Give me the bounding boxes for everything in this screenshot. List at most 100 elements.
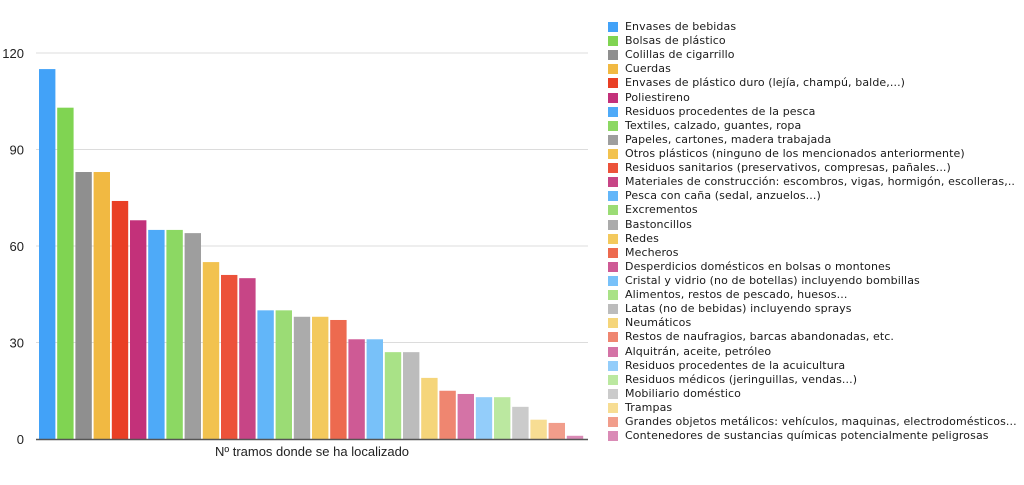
legend-item: Papeles, cartones, madera trabajada [608, 133, 1024, 147]
legend-swatch [608, 304, 618, 315]
legend-label: Bolsas de plástico [625, 34, 726, 48]
legend-label: Bastoncillos [625, 217, 692, 231]
legend-label: Neumáticos [625, 316, 692, 330]
legend-item: Bolsas de plástico [608, 34, 1024, 48]
legend-item: Envases de plástico duro (lejía, champú,… [608, 76, 1024, 90]
bar: Excrementos: 40 [275, 310, 292, 439]
legend-label: Alimentos, restos de pescado, huesos... [625, 288, 848, 302]
bar: Latas (no de bebidas) incluyendo sprays:… [403, 352, 420, 439]
legend-label: Residuos sanitarios (preservativos, comp… [625, 161, 951, 175]
legend-swatch [608, 205, 618, 216]
legend-swatch [608, 388, 618, 399]
legend-swatch [608, 247, 618, 258]
legend-item: Alquitrán, aceite, petróleo [608, 345, 1024, 359]
legend-label: Mobiliario doméstico [625, 386, 741, 400]
legend-item: Restos de naufragios, barcas abandonadas… [608, 330, 1024, 344]
legend-swatch [608, 275, 618, 286]
legend-label: Envases de bebidas [625, 20, 737, 33]
bar: Mobiliario doméstico: 10 [512, 406, 529, 439]
legend-item: Envases de bebidas [608, 20, 1024, 34]
legend-label: Latas (no de bebidas) incluyendo sprays [625, 302, 852, 316]
bar: Envases de plástico duro (lejía, champú,… [111, 200, 129, 439]
legend-label: Mecheros [625, 245, 679, 259]
legend-label: Redes [625, 231, 659, 245]
legend-item: Otros plásticos (ninguno de los menciona… [608, 147, 1024, 161]
bar: Residuos sanitarios (preservativos, comp… [221, 274, 238, 439]
bar: Bastoncillos: 38 [293, 316, 311, 439]
legend-swatch [608, 163, 618, 174]
legend-item: Desperdicios domésticos en bolsas o mont… [608, 260, 1024, 274]
bar: Grandes objetos metálicos: vehículos, ma… [548, 422, 565, 439]
legend-label: Grandes objetos metálicos: vehículos, ma… [625, 415, 1017, 429]
legend-label: Trampas [625, 400, 673, 414]
legend-item: Latas (no de bebidas) incluyendo sprays [608, 302, 1024, 316]
legend-label: Alquitrán, aceite, petróleo [625, 344, 772, 358]
legend-item: Mobiliario doméstico [608, 387, 1024, 401]
bar: Residuos médicos (jeringuillas, vendas..… [494, 397, 511, 439]
legend-label: Colillas de cigarrillo [625, 48, 735, 62]
bar-chart: 0 30 60 90 120 Envases de bebidas: 115Bolsas… [2, 46, 588, 459]
legend-swatch [608, 36, 618, 47]
legend-item: Residuos médicos (jeringuillas, vendas..… [608, 373, 1024, 387]
legend-swatch [608, 402, 618, 413]
legend-item: Materiales de construcción: escombros, v… [608, 175, 1024, 189]
y-tick-label: 60 [10, 239, 24, 254]
bar: Mecheros: 37 [330, 319, 347, 439]
y-tick-label: 30 [10, 336, 24, 351]
bar: Neumáticos: 19 [421, 377, 438, 439]
legend-item: Trampas [608, 401, 1024, 415]
legend-item: Poliestireno [608, 91, 1024, 105]
bar: Otros plásticos (ninguno de los menciona… [202, 262, 220, 439]
legend-label: Contenedores de sustancias químicas pote… [625, 429, 989, 443]
legend-label: Pesca con caña (sedal, anzuelos...) [625, 189, 821, 203]
legend-swatch [608, 261, 618, 272]
legend-item: Cuerdas [608, 62, 1024, 76]
bar: Colillas de cigarrillo: 83 [75, 172, 92, 439]
bar: Papeles, cartones, madera trabajada: 64 [184, 233, 201, 439]
bar: Contenedores de sustancias químicas pote… [566, 435, 584, 439]
legend-swatch [608, 50, 618, 61]
legend-item: Redes [608, 232, 1024, 246]
legend-label: Residuos médicos (jeringuillas, vendas..… [625, 372, 858, 386]
y-tick-label: 90 [10, 143, 24, 158]
legend-item: Neumáticos [608, 316, 1024, 330]
legend-item: Mecheros [608, 246, 1024, 260]
bar: Trampas: 6 [530, 419, 547, 439]
bar: Pesca con caña (sedal, anzuelos...): 40 [257, 310, 274, 439]
legend-label: Papeles, cartones, madera trabajada [625, 132, 832, 146]
legend-item: Colillas de cigarrillo [608, 48, 1024, 62]
legend-swatch [608, 346, 618, 357]
legend-swatch [608, 78, 618, 89]
legend-label: Otros plásticos (ninguno de los menciona… [625, 146, 965, 160]
bar: Desperdicios domésticos en bolsas o mont… [348, 339, 365, 439]
bar: Residuos procedentes de la pesca: 65 [148, 229, 165, 439]
legend-swatch [608, 219, 618, 230]
legend-label: Desperdicios domésticos en bolsas o mont… [625, 259, 891, 273]
bar: Envases de bebidas: 115 [39, 69, 56, 439]
legend-swatch [608, 134, 618, 145]
legend: Envases de bebidas Bolsas de plástico Coli… [608, 20, 1024, 443]
bar: Alimentos, restos de pescado, huesos...:… [384, 352, 402, 439]
legend-swatch [608, 374, 618, 385]
legend-swatch [608, 318, 618, 329]
bar: Cristal y vidrio (no de botellas) incluy… [366, 339, 383, 439]
legend-label: Cuerdas [625, 62, 671, 76]
legend-label: Restos de naufragios, barcas abandonadas… [625, 330, 895, 344]
legend-swatch [608, 148, 618, 159]
legend-label: Residuos procedentes de la acuicultura [625, 358, 846, 372]
legend-swatch [608, 106, 618, 117]
bar: Alquitrán, aceite, petróleo: 14 [457, 393, 474, 439]
legend-label: Poliestireno [625, 90, 690, 104]
legend-label: Materiales de construcción: escombros, v… [625, 175, 1016, 189]
legend-item: Excrementos [608, 203, 1024, 217]
legend-swatch [608, 417, 618, 428]
legend-swatch [608, 431, 618, 442]
legend-item: Residuos sanitarios (preservativos, comp… [608, 161, 1024, 175]
bar: Cuerdas: 83 [93, 172, 110, 439]
legend-item: Residuos procedentes de la acuicultura [608, 359, 1024, 373]
legend-item: Cristal y vidrio (no de botellas) incluy… [608, 274, 1024, 288]
legend-item: Textiles, calzado, guantes, ropa [608, 119, 1024, 133]
legend-swatch [608, 22, 618, 32]
legend-label: Envases de plástico duro (lejía, champú,… [625, 76, 906, 90]
y-tick-label: 0 [17, 432, 24, 447]
